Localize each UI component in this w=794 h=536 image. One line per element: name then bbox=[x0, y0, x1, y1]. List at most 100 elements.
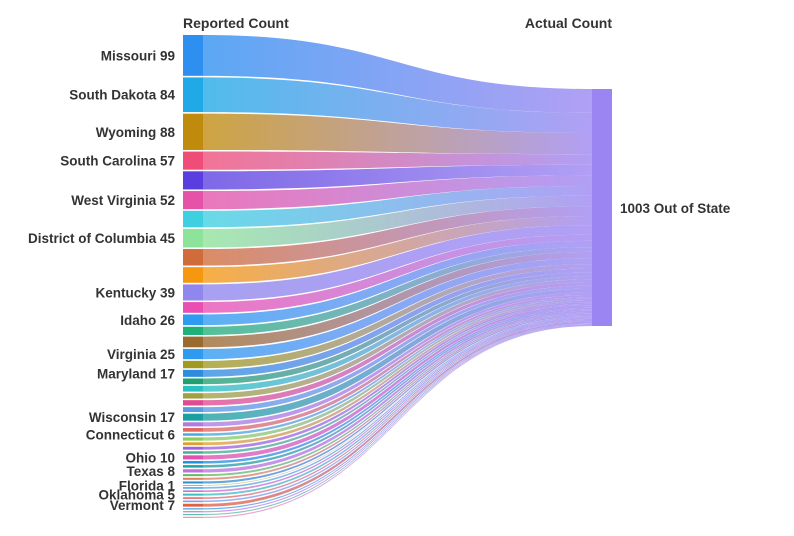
source-node bbox=[183, 437, 203, 441]
flow-link bbox=[203, 35, 592, 113]
flow-link bbox=[203, 323, 592, 513]
flow-link bbox=[203, 268, 592, 377]
source-node bbox=[183, 511, 203, 513]
source-node bbox=[183, 35, 203, 76]
flow-link bbox=[203, 285, 592, 413]
source-node bbox=[183, 485, 203, 486]
source-node bbox=[183, 393, 203, 399]
flow-link bbox=[203, 275, 592, 392]
source-node bbox=[183, 348, 203, 360]
source-labels: Missouri 99 South Dakota 84 Wyoming 88 Sout… bbox=[28, 48, 176, 513]
flow-link bbox=[203, 216, 592, 283]
source-node bbox=[183, 284, 203, 301]
source-label: District of Columbia 45 bbox=[28, 231, 176, 246]
source-node bbox=[183, 513, 203, 516]
source-label: South Dakota 84 bbox=[69, 88, 175, 103]
source-node bbox=[183, 326, 203, 335]
source-node bbox=[183, 481, 203, 484]
source-node bbox=[183, 302, 203, 313]
flow-links bbox=[203, 35, 592, 518]
source-label: Florida 1 bbox=[119, 478, 176, 493]
source-label: Texas 8 bbox=[126, 464, 175, 479]
flow-link bbox=[203, 316, 592, 489]
right-header: Actual Count bbox=[525, 15, 612, 31]
source-node bbox=[183, 497, 203, 499]
source-node bbox=[183, 503, 203, 507]
source-node bbox=[183, 422, 203, 427]
source-node bbox=[183, 508, 203, 510]
source-node bbox=[183, 451, 203, 454]
source-label: Oklahoma 5 bbox=[98, 488, 175, 503]
flow-link bbox=[203, 234, 592, 313]
flow-link bbox=[203, 240, 592, 326]
flow-link bbox=[203, 325, 592, 518]
source-node bbox=[183, 413, 203, 421]
source-label: West Virginia 52 bbox=[71, 193, 175, 208]
source-node bbox=[183, 469, 203, 473]
flow-link bbox=[203, 251, 592, 348]
source-node bbox=[183, 385, 203, 392]
source-node bbox=[183, 487, 203, 489]
flow-link bbox=[203, 302, 592, 450]
source-node bbox=[183, 446, 203, 450]
source-node bbox=[183, 171, 203, 190]
source-nodes bbox=[183, 35, 203, 518]
source-node bbox=[183, 407, 203, 413]
source-node bbox=[183, 400, 203, 406]
source-node bbox=[183, 228, 203, 248]
flow-link bbox=[203, 113, 592, 155]
target-node bbox=[592, 89, 612, 326]
source-label: Idaho 26 bbox=[120, 313, 175, 328]
source-node bbox=[183, 461, 203, 464]
source-node bbox=[183, 493, 203, 496]
source-node bbox=[183, 378, 203, 385]
source-node bbox=[183, 477, 203, 480]
source-label: Connecticut 6 bbox=[86, 428, 176, 443]
flow-link bbox=[203, 258, 592, 360]
source-node bbox=[183, 516, 203, 518]
source-label: Maryland 17 bbox=[97, 366, 175, 381]
flow-link bbox=[203, 175, 592, 210]
source-node bbox=[183, 465, 203, 468]
source-label: South Carolina 57 bbox=[60, 154, 175, 169]
flow-link bbox=[203, 164, 592, 190]
source-node bbox=[183, 151, 203, 170]
flow-link bbox=[203, 297, 592, 436]
flow-link bbox=[203, 272, 592, 385]
flow-link bbox=[203, 323, 592, 510]
flow-link bbox=[203, 300, 592, 446]
flow-link bbox=[203, 324, 592, 516]
target-label: 1003 Out of State bbox=[620, 201, 731, 216]
flow-link bbox=[203, 317, 592, 493]
source-node bbox=[183, 500, 203, 503]
flow-link bbox=[203, 247, 592, 335]
flow-link bbox=[203, 310, 592, 473]
flow-link bbox=[203, 264, 592, 369]
source-label: Wisconsin 17 bbox=[89, 410, 175, 425]
flow-link bbox=[203, 305, 592, 460]
source-node bbox=[183, 455, 203, 460]
source-node bbox=[183, 267, 203, 283]
source-node bbox=[183, 428, 203, 432]
flow-link bbox=[203, 318, 592, 496]
source-node bbox=[183, 210, 203, 228]
flow-link bbox=[203, 294, 592, 432]
source-node bbox=[183, 191, 203, 210]
source-node bbox=[183, 433, 203, 436]
flow-link bbox=[203, 77, 592, 134]
flow-link bbox=[203, 313, 592, 480]
flow-link bbox=[203, 282, 592, 406]
flow-link bbox=[203, 185, 592, 228]
flow-link bbox=[203, 292, 592, 427]
source-node bbox=[183, 490, 203, 493]
flow-link bbox=[203, 151, 592, 170]
flow-link bbox=[203, 303, 592, 454]
source-node bbox=[183, 249, 203, 266]
source-node bbox=[183, 77, 203, 113]
source-node bbox=[183, 336, 203, 348]
flow-link bbox=[203, 195, 592, 248]
source-node bbox=[183, 314, 203, 326]
flow-link bbox=[203, 225, 592, 301]
source-label: Virginia 25 bbox=[107, 347, 176, 362]
